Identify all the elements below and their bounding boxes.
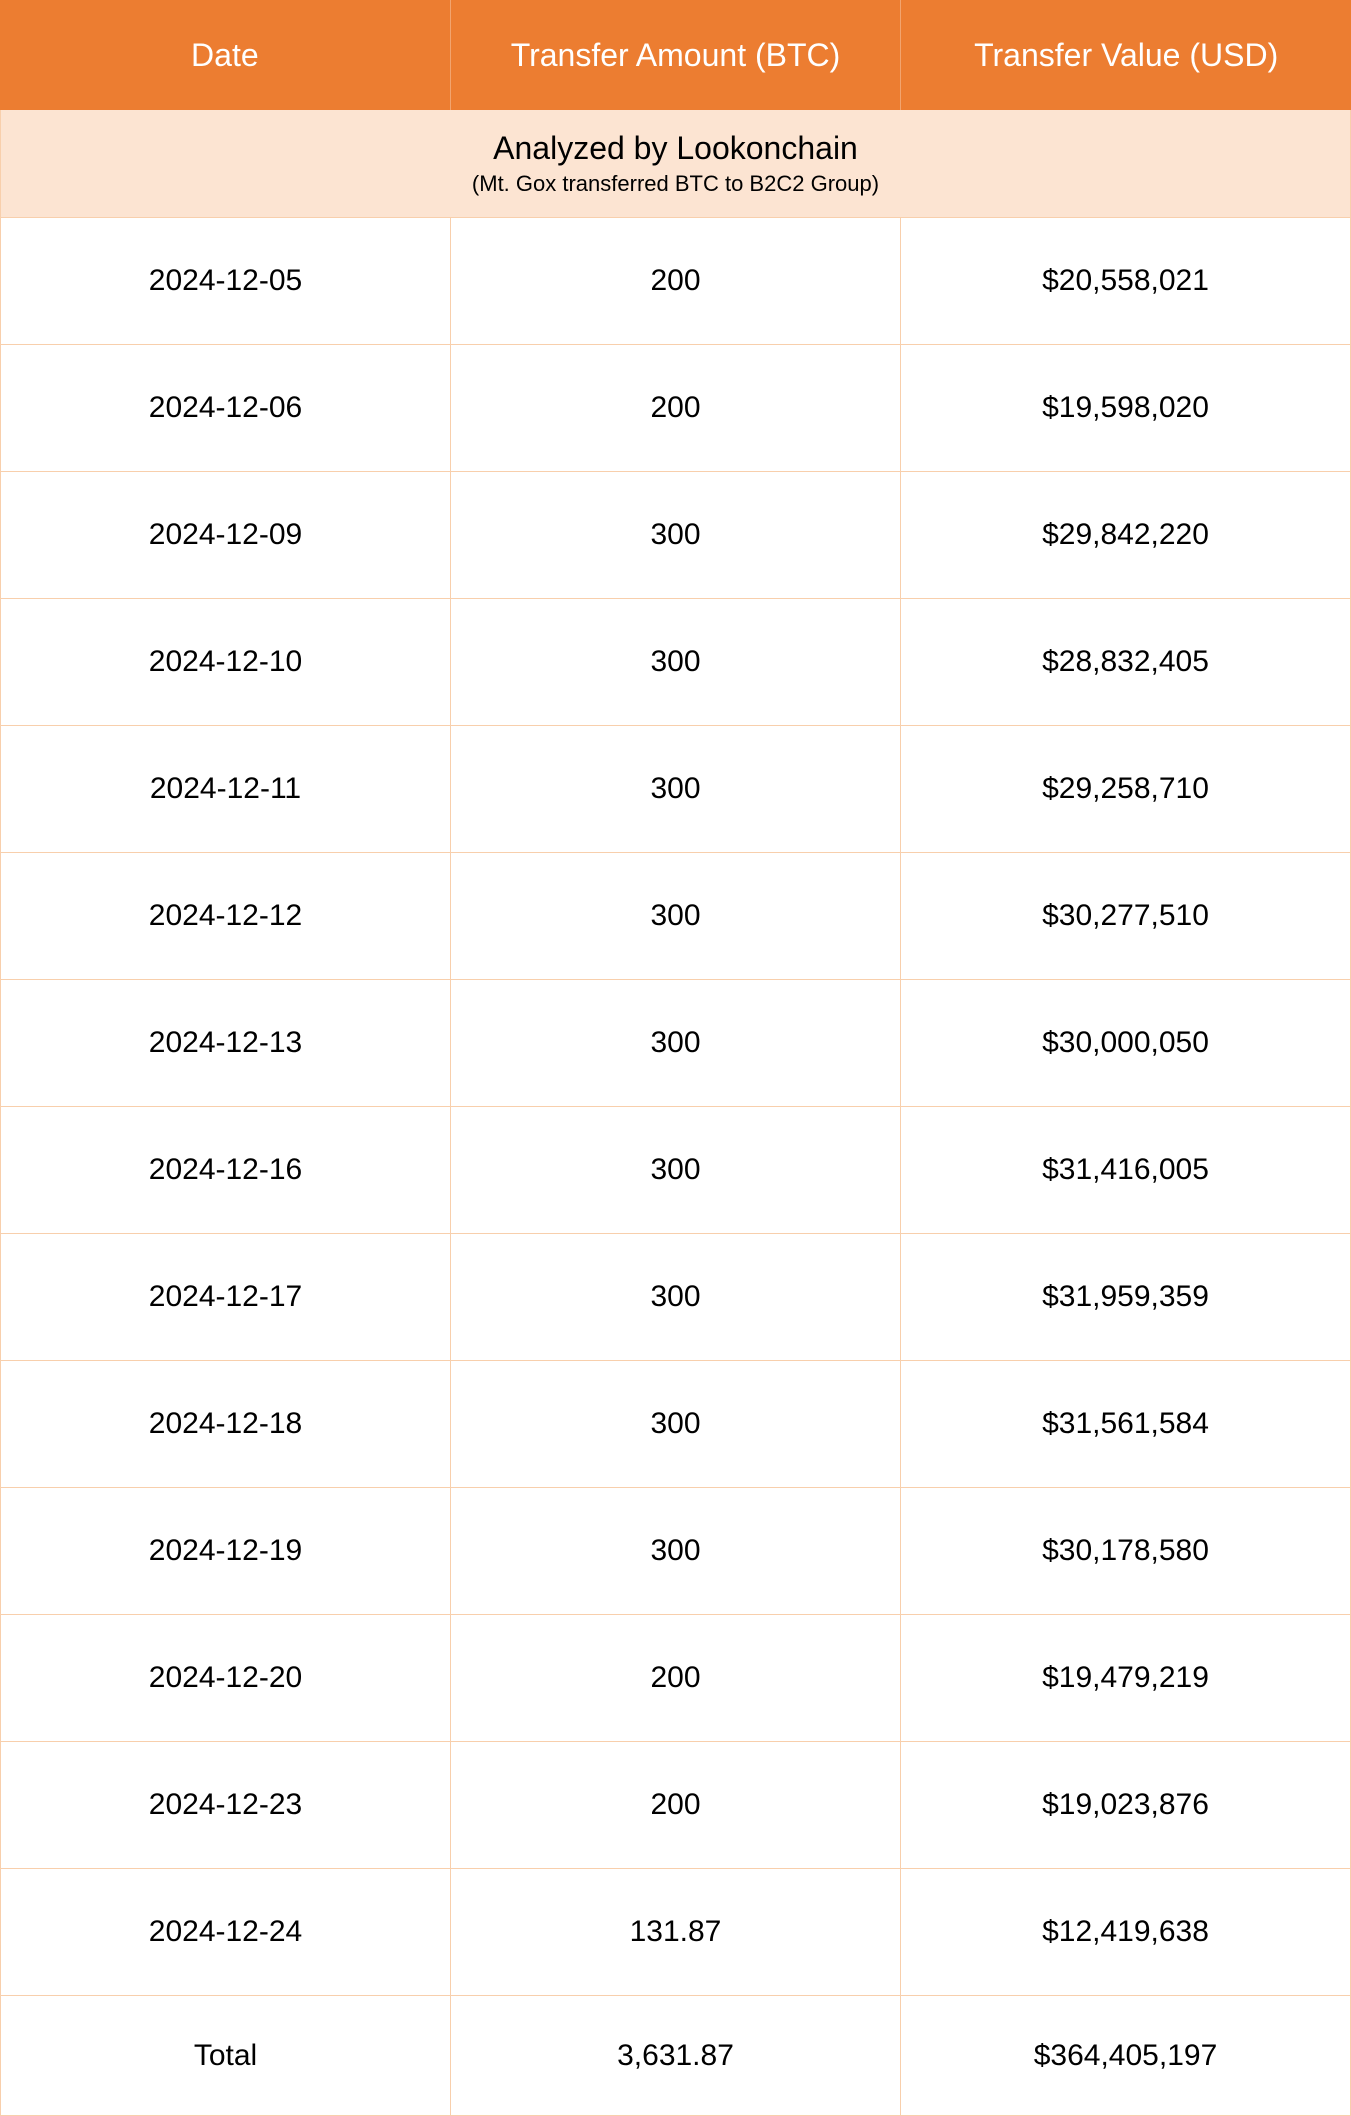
table-body: 2024-12-05200$20,558,0212024-12-06200$19…	[0, 218, 1351, 1996]
cell-date: 2024-12-16	[1, 1107, 451, 1233]
cell-amount: 300	[451, 1107, 901, 1233]
header-cell-value: Transfer Value (USD)	[901, 0, 1351, 110]
total-value: $364,405,197	[901, 1996, 1351, 2115]
cell-amount: 300	[451, 853, 901, 979]
table-row: 2024-12-24131.87$12,419,638	[0, 1869, 1351, 1996]
table-row: 2024-12-23200$19,023,876	[0, 1742, 1351, 1869]
cell-value: $29,842,220	[901, 472, 1351, 598]
cell-date: 2024-12-12	[1, 853, 451, 979]
total-label: Total	[1, 1996, 451, 2115]
cell-date: 2024-12-06	[1, 345, 451, 471]
cell-value: $19,598,020	[901, 345, 1351, 471]
cell-value: $30,277,510	[901, 853, 1351, 979]
cell-amount: 300	[451, 980, 901, 1106]
table-row: 2024-12-19300$30,178,580	[0, 1488, 1351, 1615]
table-row: 2024-12-16300$31,416,005	[0, 1107, 1351, 1234]
cell-value: $19,479,219	[901, 1615, 1351, 1741]
table-row: 2024-12-06200$19,598,020	[0, 345, 1351, 472]
table-row: 2024-12-10300$28,832,405	[0, 599, 1351, 726]
cell-value: $19,023,876	[901, 1742, 1351, 1868]
cell-value: $12,419,638	[901, 1869, 1351, 1995]
table-row: 2024-12-09300$29,842,220	[0, 472, 1351, 599]
cell-amount: 300	[451, 472, 901, 598]
table-row: 2024-12-12300$30,277,510	[0, 853, 1351, 980]
cell-date: 2024-12-18	[1, 1361, 451, 1487]
cell-amount: 200	[451, 1742, 901, 1868]
table-total-row: Total 3,631.87 $364,405,197	[0, 1996, 1351, 2116]
cell-value: $31,416,005	[901, 1107, 1351, 1233]
cell-value: $31,959,359	[901, 1234, 1351, 1360]
cell-value: $29,258,710	[901, 726, 1351, 852]
cell-date: 2024-12-11	[1, 726, 451, 852]
cell-amount: 300	[451, 726, 901, 852]
header-cell-amount: Transfer Amount (BTC)	[451, 0, 902, 110]
cell-value: $30,178,580	[901, 1488, 1351, 1614]
cell-date: 2024-12-05	[1, 218, 451, 344]
cell-date: 2024-12-10	[1, 599, 451, 725]
table-row: 2024-12-11300$29,258,710	[0, 726, 1351, 853]
cell-value: $30,000,050	[901, 980, 1351, 1106]
table-subtitle-row: Analyzed by Lookonchain (Mt. Gox transfe…	[0, 110, 1351, 218]
cell-date: 2024-12-09	[1, 472, 451, 598]
cell-date: 2024-12-13	[1, 980, 451, 1106]
cell-amount: 300	[451, 1361, 901, 1487]
table-header-row: Date Transfer Amount (BTC) Transfer Valu…	[0, 0, 1351, 110]
table-row: 2024-12-17300$31,959,359	[0, 1234, 1351, 1361]
table-row: 2024-12-20200$19,479,219	[0, 1615, 1351, 1742]
cell-date: 2024-12-17	[1, 1234, 451, 1360]
cell-date: 2024-12-24	[1, 1869, 451, 1995]
table-row: 2024-12-13300$30,000,050	[0, 980, 1351, 1107]
cell-amount: 200	[451, 218, 901, 344]
table-row: 2024-12-18300$31,561,584	[0, 1361, 1351, 1488]
cell-amount: 200	[451, 1615, 901, 1741]
cell-amount: 131.87	[451, 1869, 901, 1995]
subtitle-sub: (Mt. Gox transferred BTC to B2C2 Group)	[1, 171, 1350, 197]
cell-date: 2024-12-23	[1, 1742, 451, 1868]
cell-amount: 300	[451, 599, 901, 725]
header-cell-date: Date	[0, 0, 451, 110]
table-row: 2024-12-05200$20,558,021	[0, 218, 1351, 345]
subtitle-main: Analyzed by Lookonchain	[1, 130, 1350, 167]
cell-value: $28,832,405	[901, 599, 1351, 725]
cell-date: 2024-12-20	[1, 1615, 451, 1741]
cell-value: $31,561,584	[901, 1361, 1351, 1487]
cell-amount: 300	[451, 1488, 901, 1614]
total-amount: 3,631.87	[451, 1996, 901, 2115]
cell-date: 2024-12-19	[1, 1488, 451, 1614]
cell-value: $20,558,021	[901, 218, 1351, 344]
cell-amount: 200	[451, 345, 901, 471]
transfers-table: Date Transfer Amount (BTC) Transfer Valu…	[0, 0, 1351, 2116]
cell-amount: 300	[451, 1234, 901, 1360]
